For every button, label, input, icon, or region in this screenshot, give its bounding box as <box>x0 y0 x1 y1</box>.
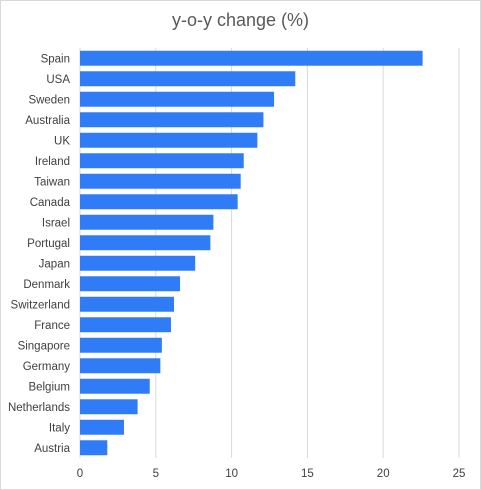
x-tick-label: 15 <box>301 468 314 480</box>
category-label: Italy <box>49 422 70 434</box>
category-label: Japan <box>39 258 70 270</box>
bar <box>80 276 181 292</box>
bar <box>80 378 150 394</box>
bar <box>80 91 275 107</box>
x-tick-label: 5 <box>153 468 159 480</box>
x-tick-label: 20 <box>377 468 390 480</box>
category-label: Netherlands <box>8 402 70 414</box>
bar <box>80 235 211 251</box>
x-tick-label: 0 <box>77 468 83 480</box>
bar <box>80 173 241 189</box>
bar <box>80 71 296 87</box>
category-label: Australia <box>25 115 70 127</box>
category-label: France <box>34 320 70 332</box>
category-label: Spain <box>41 53 70 65</box>
category-label: Ireland <box>35 156 70 168</box>
bar <box>80 214 214 230</box>
category-label: Austria <box>34 443 70 455</box>
bar <box>80 255 196 271</box>
bar <box>80 296 174 312</box>
x-tick-label: 25 <box>453 468 466 480</box>
bar <box>80 50 423 66</box>
bar <box>80 419 124 435</box>
bar <box>80 153 244 169</box>
category-label: Singapore <box>18 340 70 352</box>
category-label: Israel <box>42 217 70 229</box>
bar <box>80 358 161 374</box>
bar <box>80 112 264 128</box>
category-label: Denmark <box>23 279 70 291</box>
x-tick-label: 10 <box>225 468 238 480</box>
category-label: USA <box>46 74 70 86</box>
category-label: Sweden <box>28 94 70 106</box>
bar <box>80 337 162 353</box>
category-label: Taiwan <box>34 176 70 188</box>
category-label: Canada <box>30 197 71 209</box>
bar <box>80 194 238 210</box>
category-label: Portugal <box>27 238 70 250</box>
category-label: UK <box>54 135 70 147</box>
category-label: Switzerland <box>11 299 70 311</box>
bar <box>80 440 108 456</box>
category-label: Belgium <box>28 381 70 393</box>
bar <box>80 317 171 333</box>
category-label: Germany <box>23 361 71 373</box>
chart-title: y-o-y change (%) <box>171 10 310 30</box>
bar <box>80 399 138 415</box>
bar <box>80 132 258 148</box>
